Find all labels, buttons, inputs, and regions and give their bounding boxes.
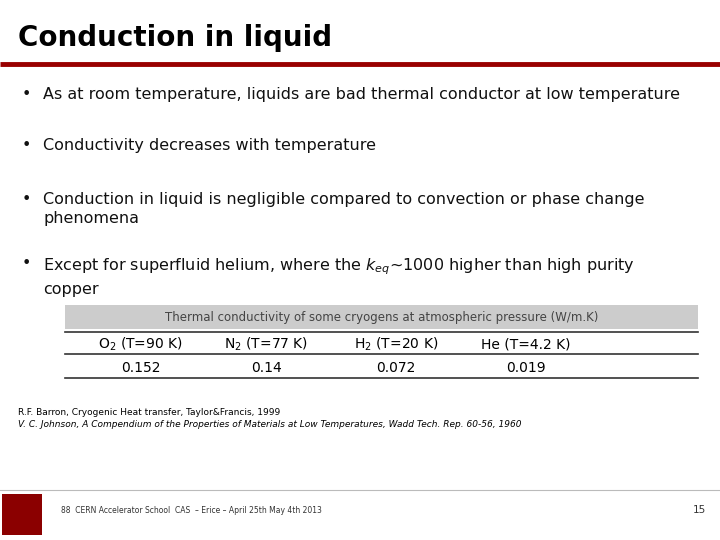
- Text: •: •: [22, 192, 31, 207]
- Text: H$_2$ (T=20 K): H$_2$ (T=20 K): [354, 336, 438, 353]
- Text: O$_2$ (T=90 K): O$_2$ (T=90 K): [98, 336, 183, 353]
- Text: 0.152: 0.152: [121, 361, 160, 375]
- Text: N$_2$ (T=77 K): N$_2$ (T=77 K): [225, 336, 308, 353]
- Text: Conduction in liquid is negligible compared to convection or phase change
phenom: Conduction in liquid is negligible compa…: [43, 192, 644, 226]
- Text: As at room temperature, liquids are bad thermal conductor at low temperature: As at room temperature, liquids are bad …: [43, 87, 680, 103]
- Text: R.F. Barron, Cryogenic Heat transfer, Taylor&Francis, 1999: R.F. Barron, Cryogenic Heat transfer, Ta…: [18, 408, 280, 417]
- Text: Except for superfluid helium, where the $k_{eq}$~1000 higher than high purity
co: Except for superfluid helium, where the …: [43, 256, 635, 297]
- Text: 0.14: 0.14: [251, 361, 282, 375]
- Text: •: •: [22, 87, 31, 103]
- FancyBboxPatch shape: [2, 494, 42, 535]
- Text: 15: 15: [693, 505, 706, 515]
- Text: 0.072: 0.072: [377, 361, 415, 375]
- Text: Conductivity decreases with temperature: Conductivity decreases with temperature: [43, 138, 376, 153]
- Text: 88  CERN Accelerator School  CAS  – Erice – April 25th May 4th 2013: 88 CERN Accelerator School CAS – Erice –…: [61, 506, 322, 515]
- Text: He (T=4.2 K): He (T=4.2 K): [481, 338, 570, 352]
- Text: Conduction in liquid: Conduction in liquid: [18, 24, 332, 52]
- FancyBboxPatch shape: [65, 305, 698, 329]
- Text: V. C. Johnson, A Compendium of the Properties of Materials at Low Temperatures, : V. C. Johnson, A Compendium of the Prope…: [18, 420, 521, 429]
- Text: Thermal conductivity of some cryogens at atmospheric pressure (W/m.K): Thermal conductivity of some cryogens at…: [165, 310, 598, 324]
- Text: •: •: [22, 138, 31, 153]
- Text: •: •: [22, 256, 31, 272]
- Text: 0.019: 0.019: [505, 361, 546, 375]
